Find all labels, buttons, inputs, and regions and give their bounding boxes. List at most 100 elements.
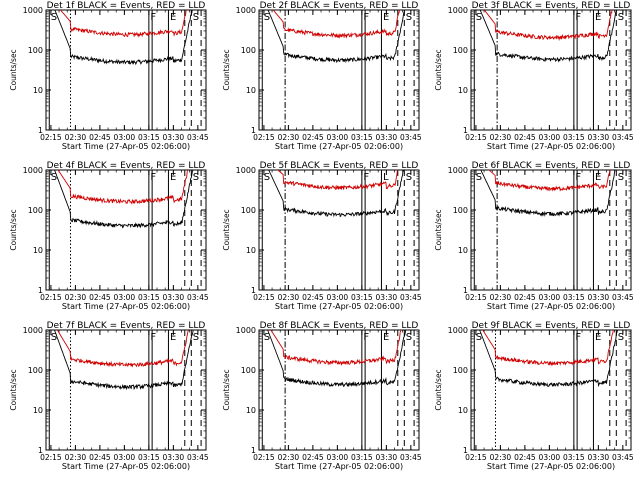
x-tick-label: 02:30	[490, 293, 512, 302]
y-axis-label: Counts/sec	[434, 369, 443, 410]
plot-frame	[258, 9, 420, 131]
time-marker-label: E	[595, 172, 601, 183]
x-tick-label: 03:00	[539, 293, 561, 302]
detector-panel-6: Det 6f BLACK = Events, RED = LLD 1 10 100 10…	[434, 161, 634, 311]
x-tick-label: 03:15	[563, 293, 585, 302]
x-tick-label: 02:30	[490, 453, 512, 462]
time-marker-label: F	[575, 172, 581, 183]
x-axis-label: Start Time (27-Apr-05 02:06:00)	[487, 142, 615, 151]
y-axis-label: Counts/sec	[222, 49, 231, 90]
y-tick-label: 10	[246, 86, 256, 95]
y-axis-label: Counts/sec	[222, 369, 231, 410]
plot-frame	[470, 9, 632, 131]
x-tick-label: 03:00	[114, 133, 136, 142]
x-tick-label: 02:15	[253, 133, 275, 142]
x-tick-label: 02:30	[490, 133, 512, 142]
time-marker-label: S	[264, 172, 270, 183]
y-tick-label: 10	[33, 406, 43, 415]
lld-series-line	[272, 10, 400, 39]
y-tick-label: 100	[453, 366, 468, 375]
panel-title: Det 8f BLACK = Events, RED = LLD	[260, 321, 419, 331]
y-tick-label: 1	[38, 446, 43, 455]
x-tick-label: 02:45	[89, 453, 111, 462]
x-tick-label: 03:00	[114, 293, 136, 302]
x-tick-label: 03:00	[539, 453, 561, 462]
lld-series-line	[483, 10, 613, 42]
x-tick-label: 02:15	[40, 453, 62, 462]
time-marker-label: L	[383, 172, 389, 183]
time-marker-label: S	[193, 172, 199, 183]
panel-title: Det 6f BLACK = Events, RED = LLD	[472, 161, 631, 171]
x-tick-label: 03:45	[400, 453, 422, 462]
events-series-line	[54, 170, 194, 229]
x-tick-label: 03:45	[400, 133, 422, 142]
events-series-line	[479, 330, 618, 388]
x-tick-label: 02:45	[89, 293, 111, 302]
y-tick-label: 1000	[23, 6, 43, 15]
x-axis-label: Start Time (27-Apr-05 02:06:00)	[275, 302, 403, 311]
y-tick-label: 1	[251, 126, 256, 135]
time-marker-label: F	[363, 172, 369, 183]
detector-panel-9: Det 9f BLACK = Events, RED = LLD 1 10 100 10…	[434, 321, 634, 471]
time-marker-label: S	[51, 12, 57, 23]
time-marker-label: S	[406, 12, 412, 23]
panel-title: Det 1f BLACK = Events, RED = LLD	[47, 1, 206, 11]
y-tick-label: 10	[246, 406, 256, 415]
x-axis-label: Start Time (27-Apr-05 02:06:00)	[487, 302, 615, 311]
lld-series-line	[57, 170, 188, 205]
x-axis-label: Start Time (27-Apr-05 02:06:00)	[62, 302, 190, 311]
events-series-line	[267, 10, 406, 64]
detector-panel-7: Det 7f BLACK = Events, RED = LLD 1 10 100 10…	[9, 321, 209, 471]
detector-panel-5: Det 5f BLACK = Events, RED = LLD 1 10 100 10…	[222, 161, 422, 311]
detector-panel-3: Det 3f BLACK = Events, RED = LLD 1 10 100 10…	[434, 1, 634, 151]
x-tick-label: 03:45	[187, 293, 209, 302]
panel-title: Det 9f BLACK = Events, RED = LLD	[472, 321, 631, 331]
plot-frame	[45, 9, 207, 131]
x-tick-label: 02:15	[40, 133, 62, 142]
time-marker-label: S	[264, 12, 270, 23]
panel-title: Det 2f BLACK = Events, RED = LLD	[260, 1, 419, 11]
time-marker-label: F	[575, 12, 581, 23]
y-tick-label: 100	[453, 46, 468, 55]
time-marker-label: E	[595, 12, 601, 23]
x-tick-label: 02:45	[302, 293, 324, 302]
y-tick-label: 1000	[448, 6, 468, 15]
y-tick-label: 1000	[23, 326, 43, 335]
lld-series-line	[482, 330, 614, 367]
time-marker-label: S	[264, 332, 270, 343]
time-marker-label: S	[193, 332, 199, 343]
x-tick-label: 03:15	[138, 133, 160, 142]
x-tick-label: 03:45	[612, 133, 634, 142]
plot-frame	[258, 329, 420, 451]
y-tick-label: 100	[241, 366, 256, 375]
time-marker-label: S	[618, 12, 624, 23]
time-marker-label: F	[150, 12, 156, 23]
plot-frame	[470, 169, 632, 291]
time-marker-label: S	[476, 172, 482, 183]
x-tick-label: 03:15	[351, 453, 373, 462]
x-tick-label: 02:15	[40, 293, 62, 302]
x-tick-label: 03:30	[163, 293, 185, 302]
lld-series-line	[277, 170, 399, 191]
panel-title: Det 4f BLACK = Events, RED = LLD	[47, 161, 206, 171]
time-marker-label: S	[406, 172, 412, 183]
x-axis-label: Start Time (27-Apr-05 02:06:00)	[62, 462, 190, 471]
x-tick-label: 02:15	[253, 293, 275, 302]
x-tick-label: 02:30	[278, 293, 300, 302]
x-tick-label: 03:15	[563, 453, 585, 462]
time-marker-label: S	[193, 12, 199, 23]
y-axis-label: Counts/sec	[9, 369, 18, 410]
time-marker-label: S	[476, 12, 482, 23]
events-series-line	[479, 10, 617, 63]
time-marker-label: E	[170, 12, 176, 23]
y-tick-label: 10	[33, 86, 43, 95]
x-tick-label: 03:00	[327, 133, 349, 142]
x-tick-label: 02:15	[465, 293, 487, 302]
x-tick-label: 03:30	[376, 133, 398, 142]
events-series-line	[54, 10, 193, 66]
x-tick-label: 03:30	[588, 293, 610, 302]
x-tick-label: 02:45	[514, 133, 536, 142]
detector-panel-8: Det 8f BLACK = Events, RED = LLD 1 10 100 10…	[222, 321, 422, 471]
x-tick-label: 03:30	[588, 453, 610, 462]
plot-frame	[470, 329, 632, 451]
